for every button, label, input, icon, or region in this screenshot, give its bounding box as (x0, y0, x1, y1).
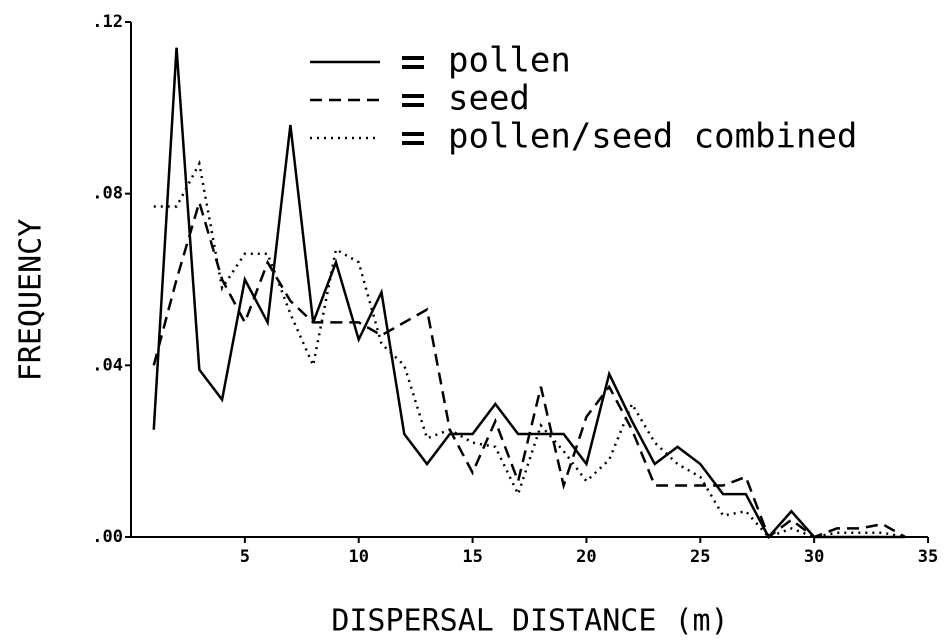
y-tick-label: .00 (92, 527, 123, 547)
x-tick-label: 20 (576, 547, 596, 567)
x-axis-label: DISPERSAL DISTANCE (m) (331, 604, 728, 639)
series-line (153, 159, 906, 539)
legend-label: pollen/seed combined (448, 117, 857, 157)
x-tick-label: 15 (462, 547, 482, 567)
legend-label: seed (448, 79, 530, 119)
x-tick-label: 30 (804, 547, 824, 567)
legend-equals (402, 103, 424, 107)
series-line (152, 197, 906, 540)
y-tick-label: .04 (92, 355, 123, 375)
legend-equals (402, 132, 424, 136)
y-tick-label: .12 (92, 12, 123, 32)
y-axis-label: FREQUENCY (14, 219, 49, 382)
legend-equals (402, 56, 424, 60)
legend-label: pollen (448, 41, 571, 81)
x-tick-label: 5 (240, 547, 250, 567)
x-tick-label: 25 (690, 547, 710, 567)
legend-equals (402, 141, 424, 145)
legend-equals (402, 94, 424, 98)
x-tick-label: 10 (348, 547, 368, 567)
x-tick-label: 35 (918, 547, 938, 567)
legend-equals (402, 65, 424, 69)
y-tick-label: .08 (92, 184, 123, 204)
